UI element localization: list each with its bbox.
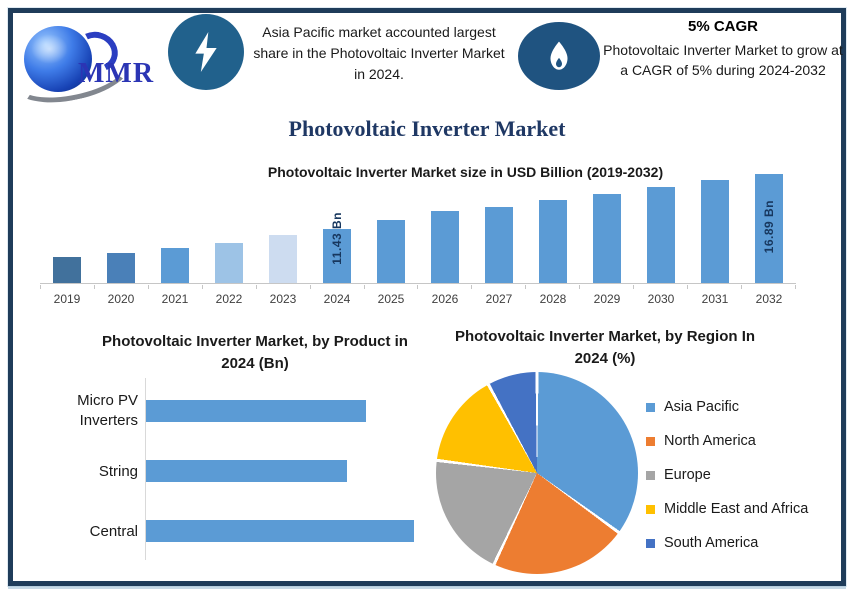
product-label: Central bbox=[89, 523, 138, 540]
legend-label: North America bbox=[664, 433, 756, 449]
bar bbox=[755, 174, 783, 283]
category-label: 2032 bbox=[755, 292, 783, 306]
chart-by-product-axis bbox=[145, 378, 146, 560]
category-label: 2026 bbox=[431, 292, 459, 306]
legend-item: South America bbox=[646, 534, 808, 552]
legend-swatch bbox=[646, 402, 655, 412]
product-label: String bbox=[98, 463, 138, 480]
chart-market-size-plot: 11.43 Bn 16.89 Bn bbox=[40, 174, 796, 284]
bar-column: 16.89 Bn bbox=[742, 174, 796, 283]
category-label: 2029 bbox=[593, 292, 621, 306]
legend-swatch bbox=[646, 538, 655, 548]
bar-column bbox=[634, 175, 688, 283]
page-title: Photovoltaic Inverter Market bbox=[288, 116, 566, 141]
product-bar bbox=[146, 400, 366, 422]
bar-column bbox=[526, 175, 580, 283]
bar bbox=[431, 211, 459, 283]
product-bar bbox=[146, 460, 347, 482]
flame-badge bbox=[518, 22, 600, 90]
page-border bbox=[8, 8, 846, 586]
product-bar bbox=[146, 520, 414, 542]
bar-value-label: 11.43 Bn bbox=[330, 212, 344, 265]
bar bbox=[107, 253, 135, 283]
legend-label: Middle East and Africa bbox=[664, 501, 809, 517]
bar bbox=[161, 248, 189, 283]
bar bbox=[323, 229, 351, 283]
bar bbox=[647, 187, 675, 283]
legend-label: Europe bbox=[664, 467, 711, 483]
cagr-title: 5% CAGR bbox=[687, 18, 758, 35]
legend-label: Asia Pacific bbox=[664, 399, 739, 415]
category-label: 2019 bbox=[53, 292, 81, 306]
bar bbox=[539, 200, 567, 283]
bar-column bbox=[364, 175, 418, 283]
chart-market-size-category-labels: 2019 2020 2021 2022 2023 2024 2025 2026 2027 2028… bbox=[40, 292, 796, 306]
chart-market-size-axis-ticks bbox=[40, 285, 796, 289]
bar bbox=[53, 257, 81, 283]
bar-column bbox=[580, 175, 634, 283]
legend-item: Asia Pacific bbox=[646, 398, 808, 416]
lightning-icon bbox=[195, 32, 217, 72]
category-label: 2030 bbox=[647, 292, 675, 306]
legend-item: Middle East and Africa bbox=[646, 500, 808, 518]
category-label: 2022 bbox=[215, 292, 243, 306]
category-label: 2021 bbox=[161, 292, 189, 306]
chart-by-region-title: Photovoltaic Inverter Market, by Region … bbox=[454, 328, 756, 367]
category-label: 2023 bbox=[269, 292, 297, 306]
bar-column bbox=[202, 175, 256, 283]
category-label: 2028 bbox=[539, 292, 567, 306]
pie-legend: Asia Pacific North America Europe Middle Ea… bbox=[646, 398, 808, 552]
legend-swatch bbox=[646, 504, 655, 514]
bar bbox=[215, 243, 243, 283]
chart-market-size-title: Photovoltaic Inverter Market size in USD… bbox=[267, 164, 664, 180]
category-label: 2031 bbox=[701, 292, 729, 306]
bar bbox=[485, 207, 513, 283]
legend-swatch bbox=[646, 470, 655, 480]
bar bbox=[593, 194, 621, 283]
chart-by-product-title: Photovoltaic Inverter Market, by Product… bbox=[102, 333, 408, 372]
bar-column bbox=[94, 175, 148, 283]
pie bbox=[436, 372, 638, 574]
bar-column bbox=[472, 175, 526, 283]
bar bbox=[269, 235, 297, 283]
legend-label: South America bbox=[664, 535, 759, 551]
category-label: 2024 bbox=[323, 292, 351, 306]
flame-icon bbox=[550, 41, 568, 70]
bar-column: 11.43 Bn bbox=[310, 175, 364, 283]
bar-column bbox=[148, 175, 202, 283]
bar-value-label: 16.89 Bn bbox=[762, 199, 776, 253]
chart-market-size: Photovoltaic Inverter Market size in USD… bbox=[40, 162, 796, 308]
legend-swatch bbox=[646, 436, 655, 446]
bar-column bbox=[40, 175, 94, 283]
category-label: 2020 bbox=[107, 292, 135, 306]
bar bbox=[701, 180, 729, 283]
headline-asia-pacific: Asia Pacific market accounted largest sh… bbox=[253, 24, 505, 82]
bar bbox=[377, 220, 405, 283]
mmr-logo: MMR bbox=[7, 18, 166, 112]
cagr-block: 5% CAGR Photovoltaic Inverter Market to … bbox=[600, 16, 846, 80]
logo-text: MMR bbox=[78, 58, 155, 89]
globe-icon bbox=[24, 26, 92, 92]
bar-column bbox=[688, 175, 742, 283]
bar-column bbox=[418, 175, 472, 283]
bar-column bbox=[256, 175, 310, 283]
product-label: Micro PV Inverters bbox=[77, 392, 138, 429]
legend-item: Europe bbox=[646, 466, 808, 484]
cagr-text: Photovoltaic Inverter Market to grow at … bbox=[603, 41, 843, 79]
category-label: 2025 bbox=[377, 292, 405, 306]
category-label: 2027 bbox=[485, 292, 513, 306]
legend-item: North America bbox=[646, 432, 808, 450]
lightning-badge bbox=[168, 14, 244, 90]
